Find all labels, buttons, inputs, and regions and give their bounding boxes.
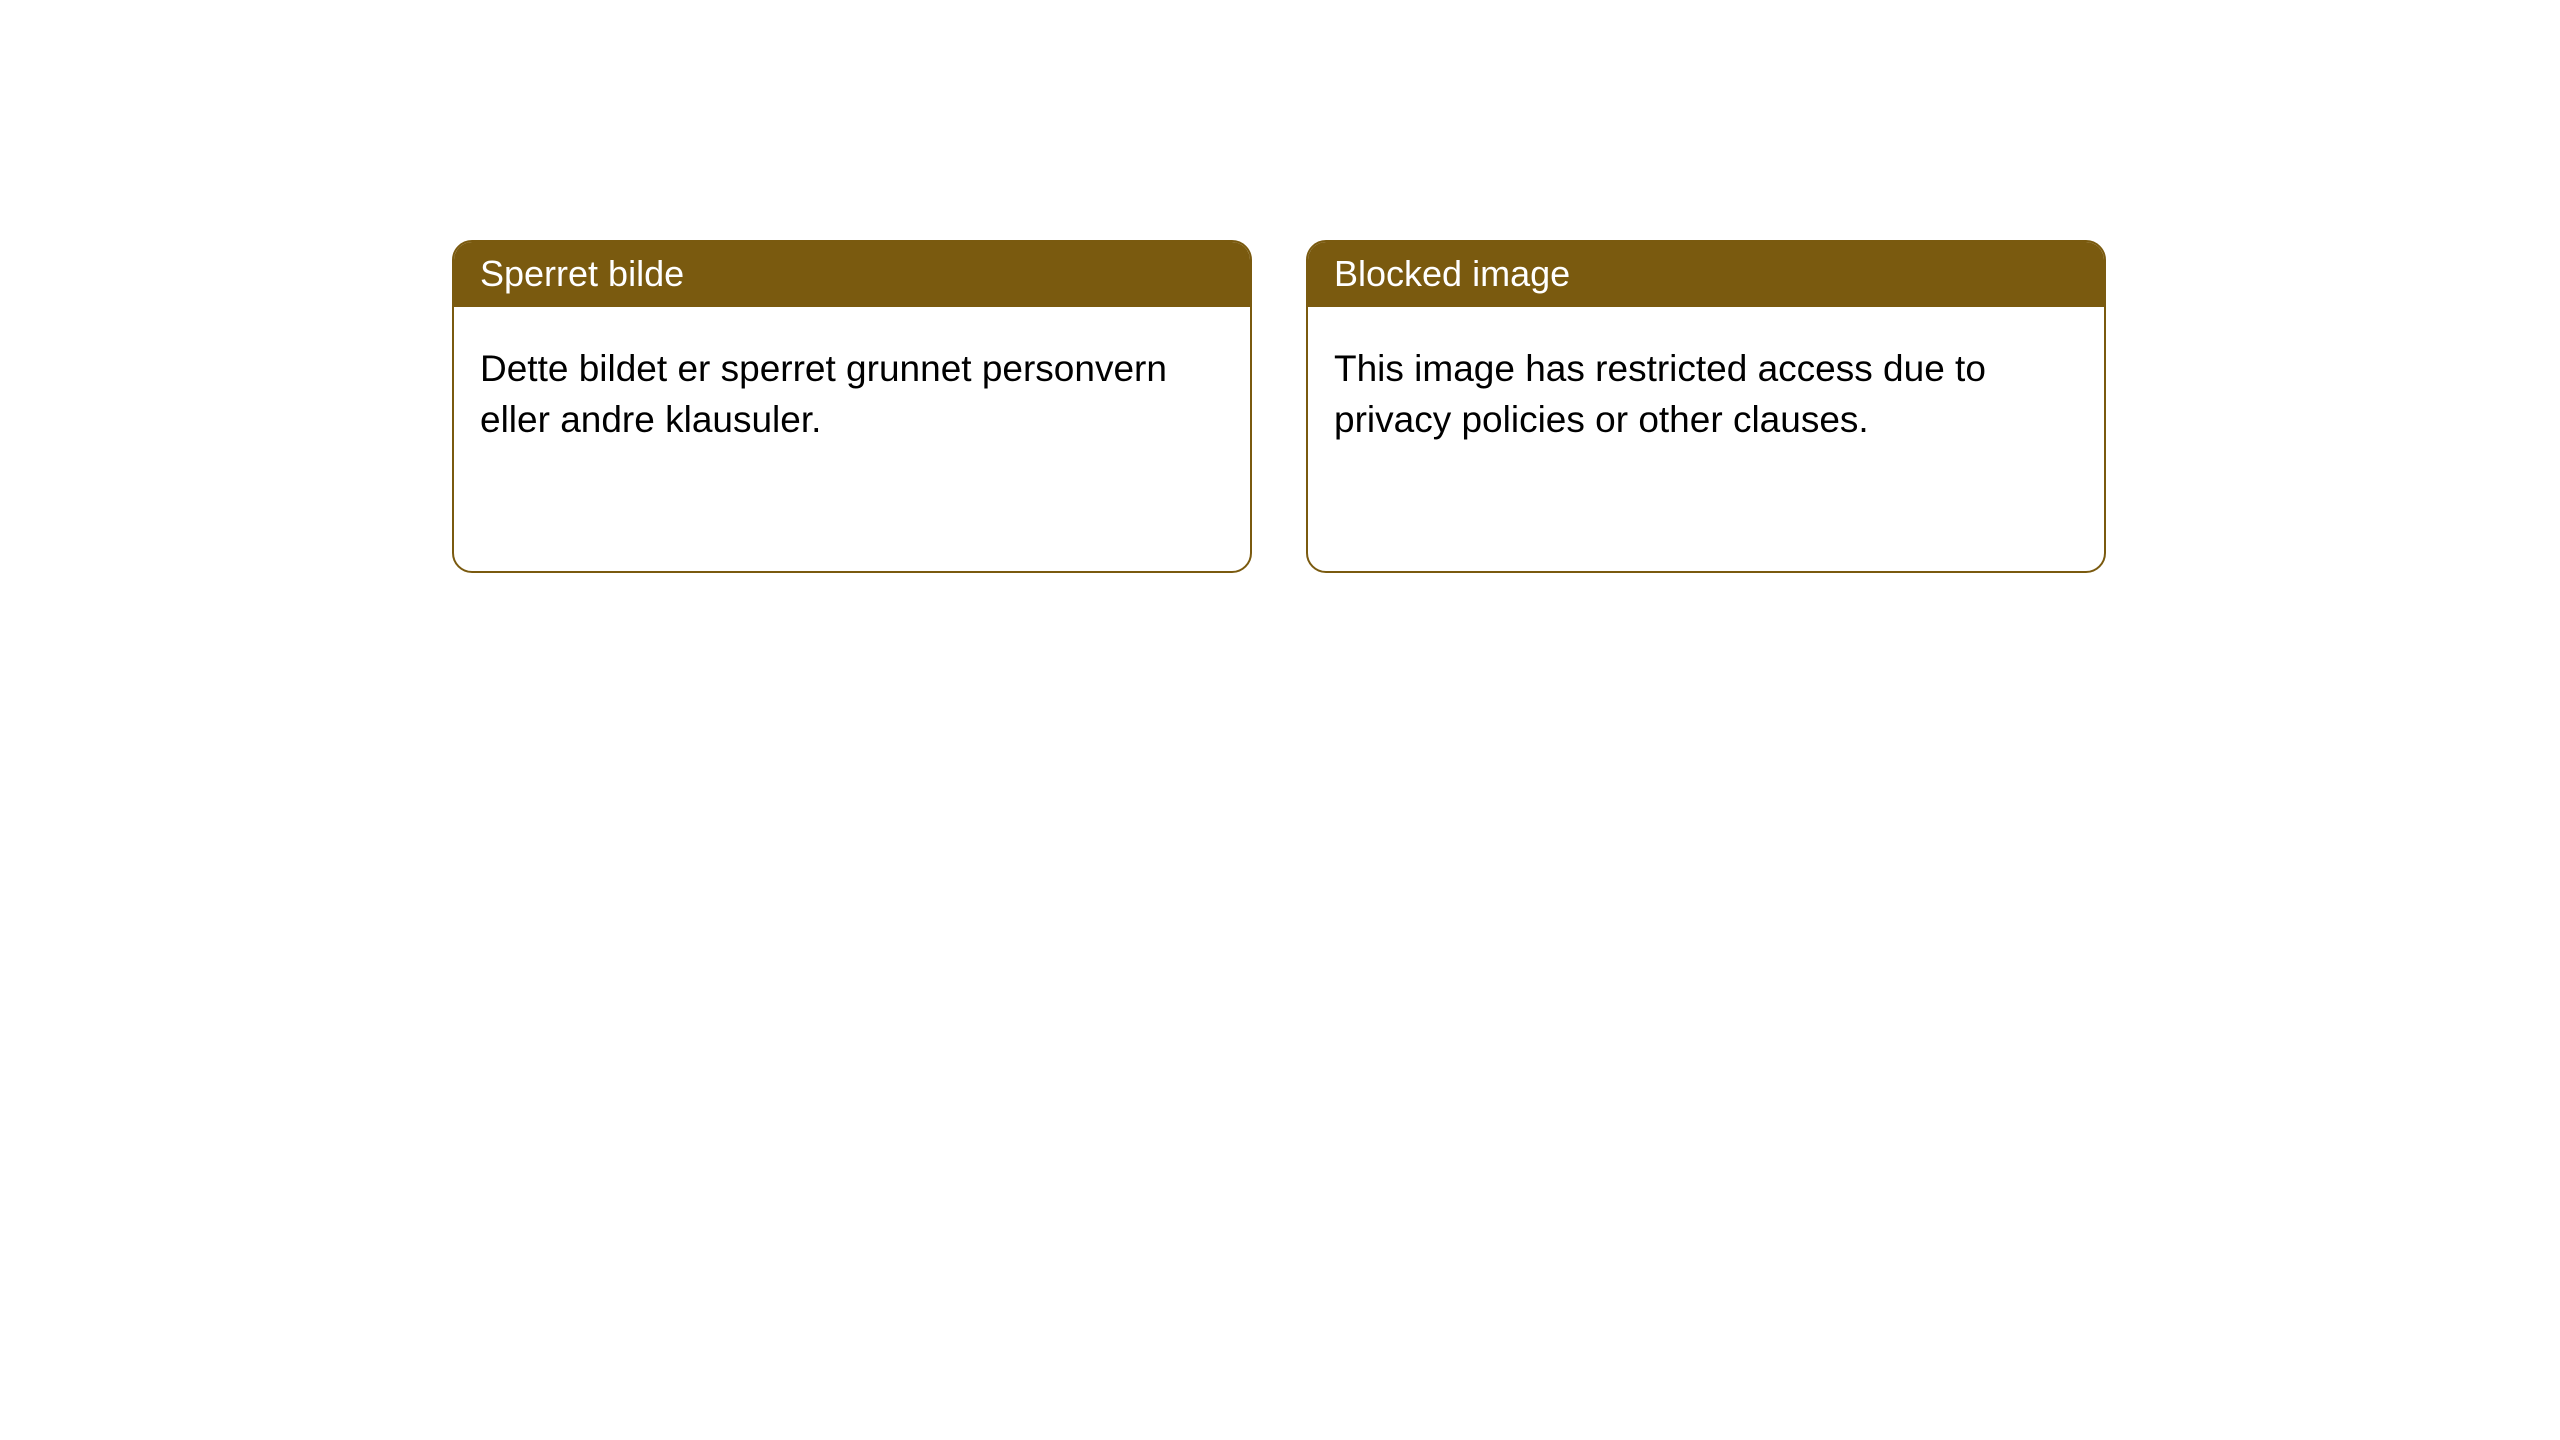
card-header: Sperret bilde: [454, 242, 1250, 307]
blocked-image-card-en: Blocked image This image has restricted …: [1306, 240, 2106, 573]
cards-container: Sperret bilde Dette bildet er sperret gr…: [0, 0, 2560, 573]
blocked-image-card-no: Sperret bilde Dette bildet er sperret gr…: [452, 240, 1252, 573]
card-message: Dette bildet er sperret grunnet personve…: [480, 348, 1167, 440]
card-header: Blocked image: [1308, 242, 2104, 307]
card-body: Dette bildet er sperret grunnet personve…: [454, 307, 1250, 481]
card-message: This image has restricted access due to …: [1334, 348, 1986, 440]
card-title: Sperret bilde: [480, 253, 684, 294]
card-title: Blocked image: [1334, 253, 1570, 294]
card-body: This image has restricted access due to …: [1308, 307, 2104, 481]
